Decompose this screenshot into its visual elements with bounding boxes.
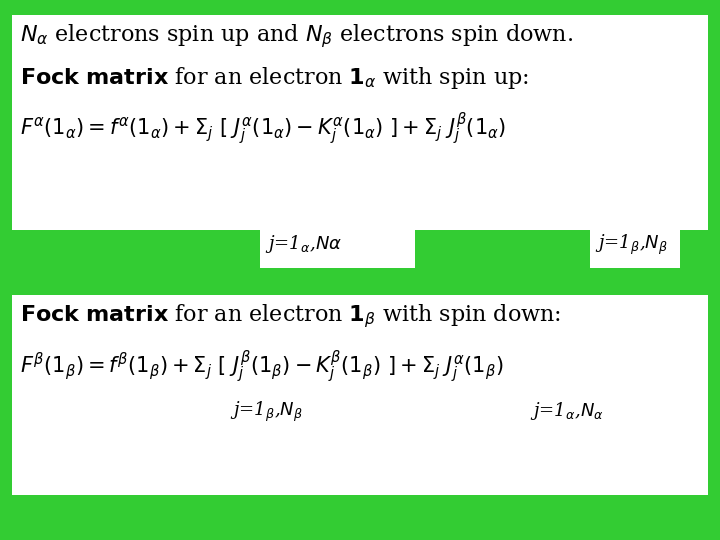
Text: j=1$_{\beta}$,$N_{\beta}$: j=1$_{\beta}$,$N_{\beta}$	[595, 233, 668, 257]
Text: $F^{\alpha}(1_{\alpha}) = f^{\alpha}(1_{\alpha}) + \Sigma_j\ [\ J_j^{\alpha}(1_{: $F^{\alpha}(1_{\alpha}) = f^{\alpha}(1_{…	[20, 110, 506, 146]
Text: j=1$_{\beta}$,$N_{\beta}$: j=1$_{\beta}$,$N_{\beta}$	[230, 400, 303, 424]
Bar	[12, 295, 708, 495]
Text: $F^{\beta}(1_{\beta}) = f^{\beta}(1_{\beta}) + \Sigma_j\ [\ J_j^{\beta}(1_{\beta: $F^{\beta}(1_{\beta}) = f^{\beta}(1_{\be…	[20, 348, 504, 384]
Bar	[680, 230, 708, 268]
Text: j=1$_{\alpha}$,$N_{\alpha}$: j=1$_{\alpha}$,$N_{\alpha}$	[530, 400, 603, 422]
Text: $\mathbf{Fock\ matrix}$ for an electron $\mathbf{1}_{\beta}$ with spin down:: $\mathbf{Fock\ matrix}$ for an electron …	[20, 302, 561, 330]
Text: $\mathbf{Fock\ matrix}$ for an electron $\mathbf{1}_{\alpha}$ with spin up:: $\mathbf{Fock\ matrix}$ for an electron …	[20, 65, 529, 91]
Text: $N_{\alpha}$ electrons spin up and $N_{\beta}$ electrons spin down.: $N_{\alpha}$ electrons spin up and $N_{\…	[20, 22, 573, 50]
Text: j=1$_{\alpha}$,$N\alpha$: j=1$_{\alpha}$,$N\alpha$	[265, 233, 342, 255]
Bar	[12, 15, 708, 268]
Bar	[12, 230, 260, 268]
Bar	[415, 230, 590, 268]
